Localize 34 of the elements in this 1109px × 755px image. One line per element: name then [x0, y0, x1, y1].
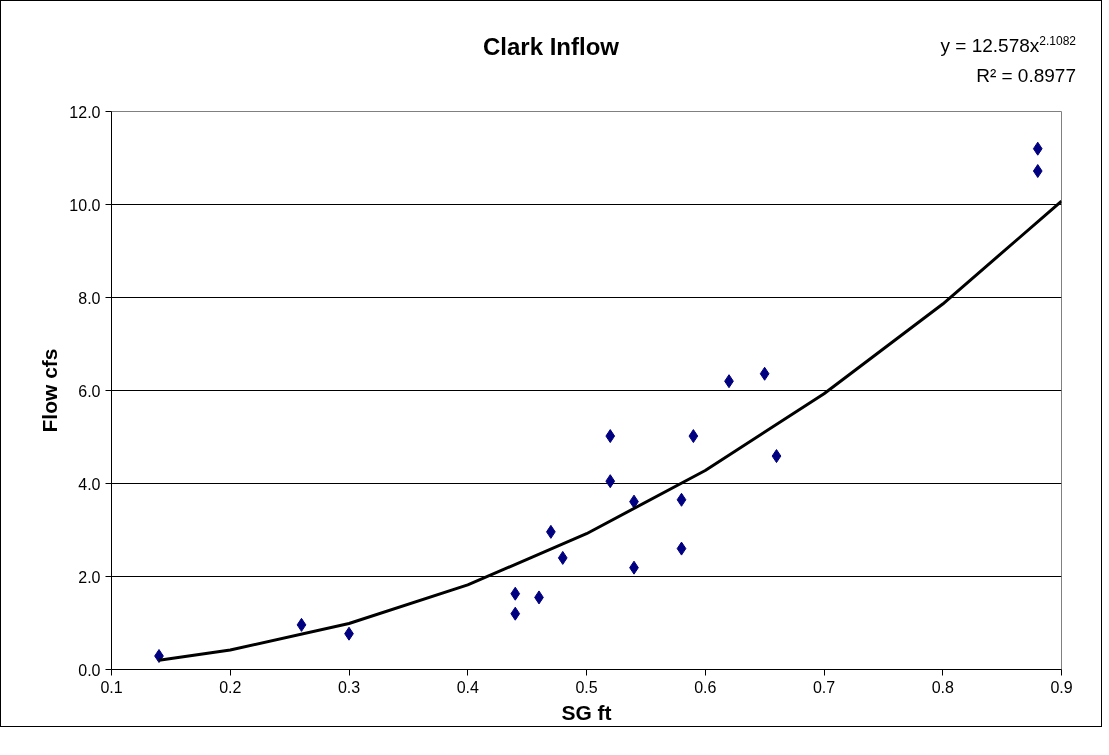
text: y = 12.578x$^{2.1082}$ — [940, 33, 1076, 59]
y-tick-label: 0.0 — [78, 661, 101, 679]
text: R² = 0.8977 — [975, 64, 1076, 89]
point — [605, 429, 616, 444]
point — [771, 449, 782, 464]
point — [1032, 164, 1043, 179]
point — [1032, 141, 1043, 156]
point — [676, 541, 687, 556]
y-tick-label: 2.0 — [78, 568, 101, 586]
x-tick-label: 0.9 — [1050, 678, 1073, 696]
y-tick-label: 6.0 — [78, 382, 101, 400]
point — [759, 366, 770, 381]
y-tick-label: 12.0 — [69, 103, 101, 121]
x-axis-title: SG ft — [561, 700, 612, 724]
x-tick-label: 0.6 — [694, 678, 717, 696]
x-tick-label: 0.1 — [100, 678, 123, 696]
x-tick-label: 0.5 — [575, 678, 598, 696]
y-tick-label: 10.0 — [69, 196, 101, 214]
x-tick-label: 0.3 — [337, 678, 361, 696]
point — [510, 606, 521, 621]
chart-title: Clark Inflow — [482, 33, 620, 60]
point — [557, 550, 568, 565]
y-tick-label: 8.0 — [78, 289, 101, 307]
x-tick-label: 0.2 — [219, 678, 242, 696]
x-tick-label: 0.7 — [812, 678, 836, 696]
y-tick-label: 4.0 — [78, 475, 101, 493]
x-tick-label: 0.8 — [931, 678, 954, 696]
point — [605, 474, 616, 489]
point — [676, 492, 687, 507]
point — [296, 617, 307, 632]
point — [688, 429, 699, 444]
point — [510, 586, 521, 601]
x-tick-label: 0.4 — [456, 678, 479, 696]
y-axis-title: Flow cfs — [38, 348, 62, 433]
